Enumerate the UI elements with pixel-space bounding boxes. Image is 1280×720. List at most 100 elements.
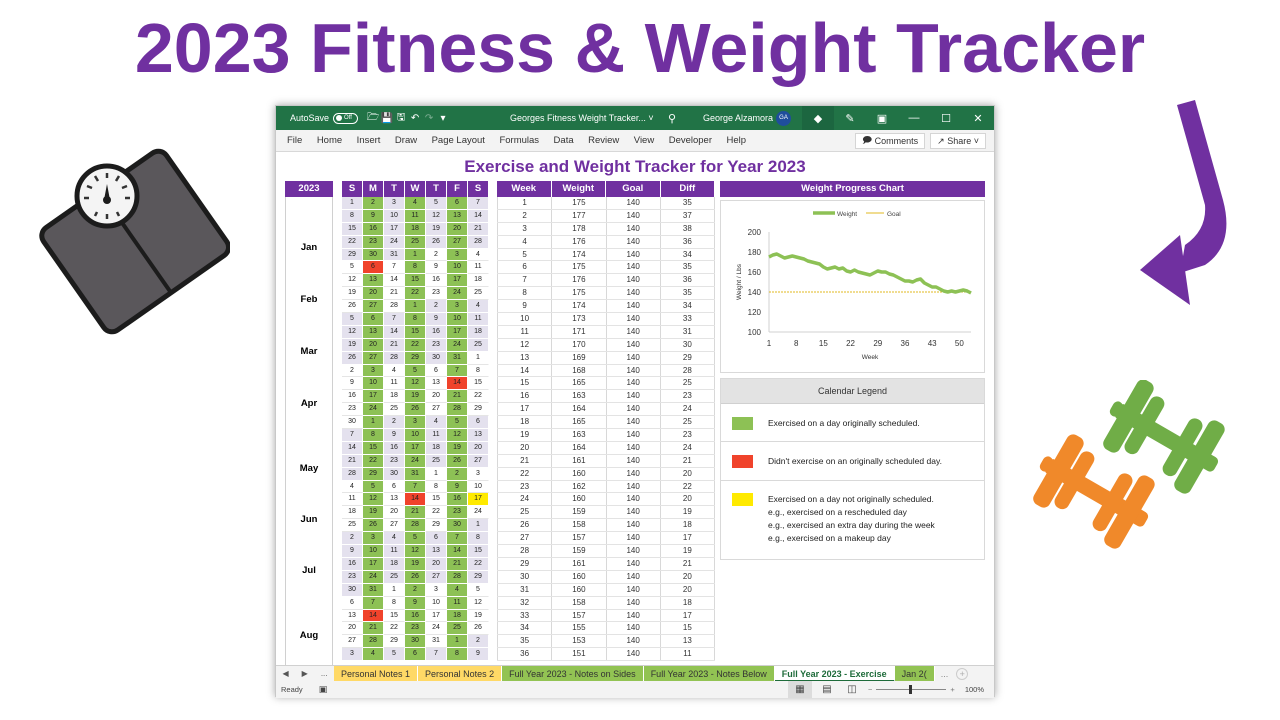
table-cell[interactable]: 33 <box>497 609 553 622</box>
table-cell[interactable]: 37 <box>661 209 715 222</box>
calendar-day-cell[interactable]: 19 <box>342 338 363 352</box>
calendar-day-cell[interactable]: 17 <box>426 609 447 623</box>
calendar-day-cell[interactable]: 3 <box>342 648 363 662</box>
calendar-day-cell[interactable]: 9 <box>447 480 468 494</box>
calendar-day-cell[interactable]: 3 <box>447 248 468 262</box>
table-cell[interactable]: 163 <box>552 429 607 441</box>
table-cell[interactable]: 31 <box>497 583 553 596</box>
calendar-day-cell[interactable]: 4 <box>468 248 489 262</box>
table-cell[interactable]: 161 <box>552 557 607 570</box>
calendar-day-cell[interactable]: 27 <box>447 235 468 249</box>
table-cell[interactable]: 164 <box>552 403 607 416</box>
calendar-day-cell[interactable]: 3 <box>363 364 384 378</box>
tab-more[interactable]: ... <box>320 669 328 678</box>
table-cell[interactable]: 173 <box>552 313 607 325</box>
calendar-day-cell[interactable]: 2 <box>363 197 384 210</box>
menu-help[interactable]: Help <box>726 135 747 146</box>
calendar-day-cell[interactable]: 3 <box>468 467 489 481</box>
table-cell[interactable]: 151 <box>552 648 607 661</box>
calendar-day-cell[interactable]: 25 <box>384 570 405 584</box>
tabs-overflow[interactable]: ... <box>940 668 949 679</box>
calendar-day-cell[interactable]: 10 <box>384 209 405 223</box>
calendar-day-cell[interactable]: 24 <box>405 454 426 468</box>
table-cell[interactable]: 38 <box>661 222 715 235</box>
sheet-tab[interactable]: Full Year 2023 - Notes Below <box>643 665 775 682</box>
calendar-day-cell[interactable]: 1 <box>384 583 405 597</box>
table-cell[interactable]: 20 <box>497 441 553 454</box>
table-cell[interactable]: 140 <box>607 635 661 648</box>
calendar-day-cell[interactable]: 7 <box>447 532 468 546</box>
calendar-day-cell[interactable]: 30 <box>405 635 426 649</box>
table-cell[interactable]: 140 <box>607 609 661 622</box>
calendar-day-cell[interactable]: 2 <box>405 583 426 597</box>
calendar-day-cell[interactable]: 5 <box>405 364 426 378</box>
table-cell[interactable]: 20 <box>661 493 715 506</box>
table-cell[interactable]: 140 <box>607 197 661 209</box>
table-cell[interactable]: 30 <box>497 570 553 583</box>
menu-insert[interactable]: Insert <box>356 135 381 146</box>
calendar-day-cell[interactable]: 12 <box>363 493 384 507</box>
calendar-day-cell[interactable]: 25 <box>468 287 489 301</box>
table-cell[interactable]: 163 <box>552 390 607 403</box>
table-cell[interactable]: 15 <box>661 622 715 635</box>
calendar-day-cell[interactable]: 28 <box>342 467 363 481</box>
calendar-day-cell[interactable]: 11 <box>426 429 447 442</box>
calendar-day-cell[interactable]: 15 <box>405 274 426 288</box>
calendar-day-cell[interactable]: 21 <box>405 506 426 520</box>
calendar-day-cell[interactable]: 17 <box>468 493 489 507</box>
calendar-day-cell[interactable]: 27 <box>426 570 447 584</box>
menu-page-layout[interactable]: Page Layout <box>431 135 485 146</box>
table-cell[interactable]: 35 <box>661 197 715 209</box>
zoom-out-button[interactable]: − <box>868 685 873 694</box>
calendar-day-cell[interactable]: 6 <box>363 313 384 326</box>
table-cell[interactable]: 22 <box>497 467 553 480</box>
table-cell[interactable]: 140 <box>607 545 661 557</box>
calendar-day-cell[interactable]: 15 <box>468 377 489 391</box>
table-cell[interactable]: 140 <box>607 570 661 583</box>
table-cell[interactable]: 20 <box>661 583 715 596</box>
customize-toolbar-icon[interactable]: ▾ <box>440 112 446 124</box>
minimize-icon[interactable]: — <box>908 112 920 124</box>
calendar-day-cell[interactable]: 10 <box>363 377 384 391</box>
calendar-day-cell[interactable]: 7 <box>447 364 468 378</box>
table-cell[interactable]: 17 <box>661 609 715 622</box>
table-cell[interactable]: 21 <box>661 454 715 467</box>
calendar-day-cell[interactable]: 16 <box>342 557 363 571</box>
calendar-day-cell[interactable]: 25 <box>468 338 489 352</box>
table-cell[interactable]: 140 <box>607 222 661 235</box>
table-cell[interactable]: 2 <box>497 209 553 222</box>
table-cell[interactable]: 174 <box>552 300 607 313</box>
calendar-day-cell[interactable]: 10 <box>405 429 426 442</box>
normal-view-icon[interactable]: ▦ <box>788 681 813 698</box>
calendar-day-cell[interactable]: 26 <box>363 519 384 533</box>
table-cell[interactable]: 161 <box>552 454 607 467</box>
calendar-day-cell[interactable]: 6 <box>426 532 447 546</box>
calendar-day-cell[interactable]: 13 <box>426 377 447 391</box>
zoom-slider[interactable] <box>876 685 947 694</box>
calendar-day-cell[interactable]: 26 <box>405 403 426 417</box>
calendar-day-cell[interactable]: 15 <box>384 609 405 623</box>
calendar-day-cell[interactable]: 23 <box>363 235 384 249</box>
calendar-day-cell[interactable]: 19 <box>468 609 489 623</box>
sheet-tab[interactable]: Personal Notes 1 <box>334 665 419 682</box>
table-cell[interactable]: 140 <box>607 377 661 390</box>
calendar-day-cell[interactable]: 28 <box>468 235 489 249</box>
calendar-day-cell[interactable]: 2 <box>468 635 489 649</box>
calendar-day-cell[interactable]: 18 <box>447 609 468 623</box>
calendar-day-cell[interactable]: 22 <box>384 622 405 636</box>
calendar-day-cell[interactable]: 7 <box>468 197 489 210</box>
calendar-day-cell[interactable]: 8 <box>405 261 426 275</box>
calendar-day-cell[interactable]: 31 <box>426 635 447 649</box>
calendar-day-cell[interactable]: 19 <box>363 506 384 520</box>
calendar-day-cell[interactable]: 3 <box>426 583 447 597</box>
table-cell[interactable]: 20 <box>661 570 715 583</box>
calendar-day-cell[interactable]: 31 <box>447 351 468 365</box>
calendar-day-cell[interactable]: 6 <box>342 596 363 610</box>
calendar-day-cell[interactable]: 15 <box>342 222 363 236</box>
table-cell[interactable]: 34 <box>497 622 553 635</box>
redo-icon[interactable]: ↷ <box>424 112 434 124</box>
calendar-day-cell[interactable]: 28 <box>447 403 468 417</box>
calendar-day-cell[interactable]: 25 <box>426 454 447 468</box>
table-cell[interactable]: 30 <box>661 338 715 351</box>
calendar-day-cell[interactable]: 19 <box>405 390 426 404</box>
